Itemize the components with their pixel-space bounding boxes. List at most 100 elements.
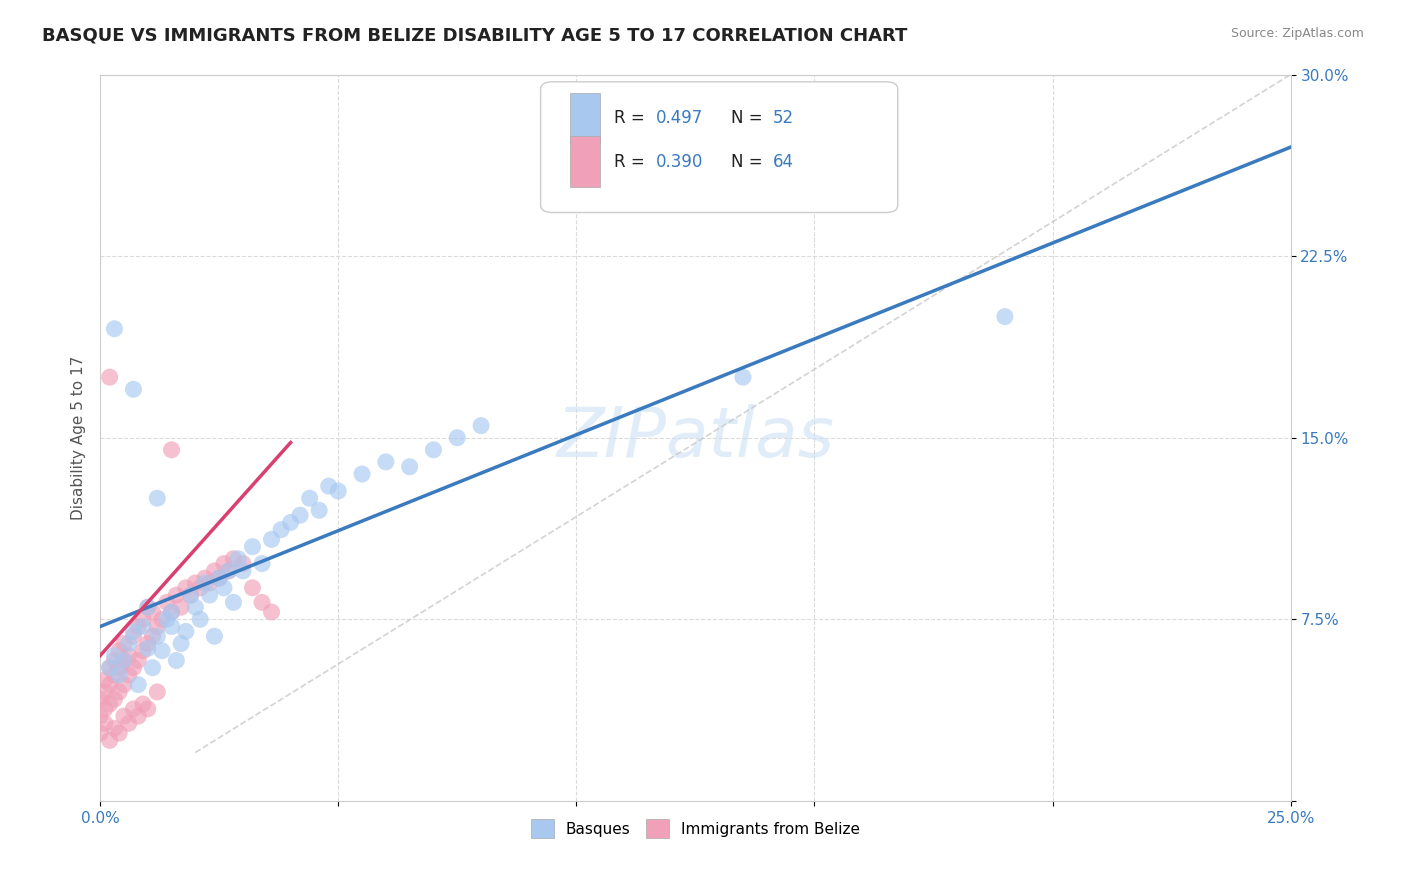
Point (165, 588, 187, 602)
Point (212, 581, 235, 595)
Point (122, 624, 145, 639)
Point (108, 726, 131, 740)
Point (103, 653, 125, 667)
Point (165, 653, 187, 667)
Point (98, 697, 121, 711)
Point (98, 661, 121, 675)
Point (280, 516, 302, 530)
Point (89, 692, 111, 706)
Legend: Basques, Immigrants from Belize: Basques, Immigrants from Belize (524, 814, 866, 844)
Point (470, 418, 492, 433)
Point (118, 716, 141, 731)
Point (112, 653, 135, 667)
FancyBboxPatch shape (571, 136, 600, 187)
Point (350, 467, 373, 481)
Point (328, 483, 350, 498)
Point (160, 442, 183, 457)
Point (112, 636, 135, 650)
Point (184, 576, 207, 591)
Point (180, 588, 202, 602)
Point (127, 619, 149, 633)
Point (160, 619, 183, 633)
Point (270, 523, 292, 537)
Point (198, 576, 221, 591)
Point (180, 588, 202, 602)
Point (94, 702, 117, 716)
Point (174, 624, 197, 639)
Point (103, 692, 125, 706)
Point (132, 619, 155, 633)
Point (122, 382, 145, 396)
Text: 0.390: 0.390 (657, 153, 703, 170)
Point (160, 605, 183, 619)
Point (174, 581, 197, 595)
Point (127, 709, 149, 723)
Point (260, 605, 283, 619)
Point (232, 557, 254, 571)
Point (218, 564, 240, 578)
Point (89, 709, 111, 723)
Point (122, 702, 145, 716)
Point (132, 644, 155, 658)
Point (188, 581, 211, 595)
Point (198, 588, 221, 602)
Point (132, 697, 155, 711)
Point (118, 636, 141, 650)
Point (170, 600, 193, 615)
Text: N =: N = (731, 109, 768, 127)
Point (112, 678, 135, 692)
Text: Source: ZipAtlas.com: Source: ZipAtlas.com (1230, 27, 1364, 40)
Point (122, 661, 145, 675)
Point (222, 595, 245, 609)
FancyBboxPatch shape (540, 82, 898, 212)
Point (98, 370, 121, 384)
Text: 0.497: 0.497 (657, 109, 703, 127)
Text: R =: R = (614, 153, 651, 170)
Point (222, 551, 245, 566)
Point (136, 702, 159, 716)
Point (160, 605, 183, 619)
Point (232, 564, 254, 578)
Point (731, 370, 754, 384)
Point (108, 668, 131, 682)
Point (94, 716, 117, 731)
Point (136, 641, 159, 656)
Point (194, 576, 217, 591)
Text: N =: N = (731, 153, 768, 170)
Point (112, 653, 135, 667)
Point (103, 721, 125, 735)
Point (298, 491, 321, 506)
Point (242, 540, 264, 554)
Text: ZIPatlas: ZIPatlas (557, 404, 834, 471)
Point (208, 571, 231, 585)
Point (141, 629, 163, 643)
Point (156, 595, 179, 609)
Point (103, 322, 125, 336)
Point (103, 668, 125, 682)
Point (108, 685, 131, 699)
Point (202, 564, 225, 578)
Point (118, 648, 141, 663)
Point (150, 612, 173, 626)
Point (170, 636, 193, 650)
Point (132, 612, 155, 626)
Point (108, 661, 131, 675)
Text: 64: 64 (773, 153, 794, 170)
Point (218, 564, 240, 578)
Point (127, 678, 149, 692)
FancyBboxPatch shape (571, 93, 600, 144)
Point (136, 636, 159, 650)
Point (318, 479, 340, 493)
Point (89, 726, 111, 740)
Point (374, 455, 396, 469)
Point (242, 581, 264, 595)
Point (98, 661, 121, 675)
Point (94, 685, 117, 699)
Point (398, 459, 420, 474)
Point (250, 557, 273, 571)
Point (208, 571, 231, 585)
Point (994, 310, 1017, 324)
Point (94, 673, 117, 687)
Point (250, 595, 273, 609)
Point (146, 685, 169, 699)
